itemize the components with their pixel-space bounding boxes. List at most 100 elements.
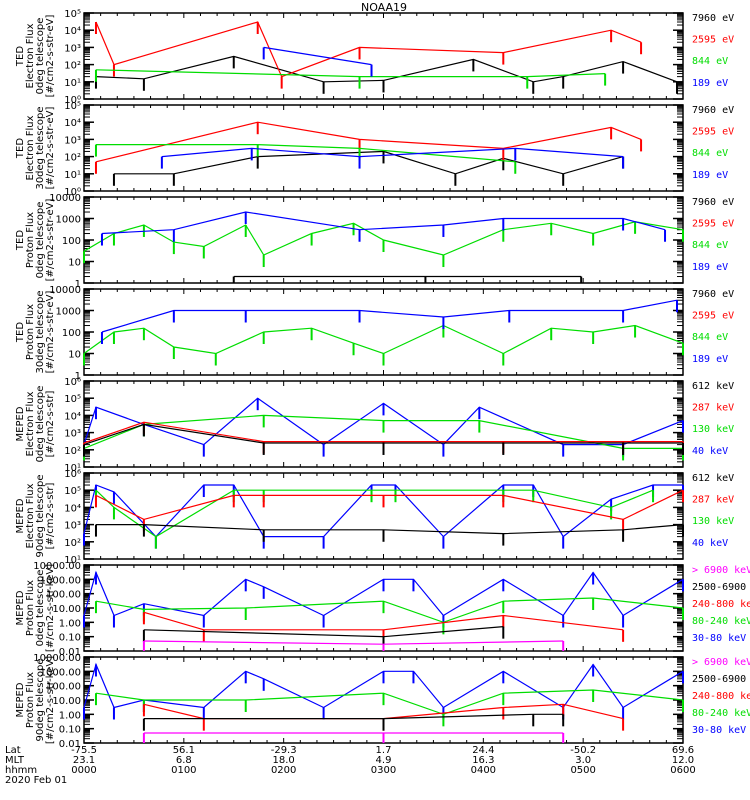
panel-2: 10⁰ 10¹ 10² 10³ 10⁴ 10⁵ TED Electron Flux 30deg … xyxy=(15,101,734,198)
y-axis-label-line: TED xyxy=(15,46,26,67)
legend-entry: 240-800 ke xyxy=(692,691,750,702)
legend-entry: 40 keV xyxy=(692,538,728,549)
series--6900-kev xyxy=(142,732,565,743)
y-axis-label-line: TED xyxy=(15,322,26,343)
x-tick-label: 12.0 xyxy=(672,755,694,766)
y-axis-label: MEPED Proton Flux 90deg telescope [#/cm2-s-… xyxy=(15,656,56,744)
y-axis-label-line: 90deg telescope xyxy=(35,658,46,741)
y-tick-label: 10000.00 xyxy=(33,653,81,664)
legend-entry: 189 eV xyxy=(692,354,728,365)
y-tick-label: 10² xyxy=(64,61,81,72)
y-tick-label: 10¹ xyxy=(64,463,81,474)
series-612-kev xyxy=(94,524,684,546)
y-axis-label-line: Electron Flux xyxy=(25,483,36,548)
series-line xyxy=(143,703,624,720)
y-tick-label: 10⁵ xyxy=(64,486,81,497)
series-line xyxy=(143,611,624,631)
panel-8: 0.010.101.0010.00100.001000.0010000.00ME… xyxy=(15,653,750,750)
y-axis-label-line: Proton Flux xyxy=(25,212,36,268)
y-tick-label: 10² xyxy=(64,153,81,164)
series-line xyxy=(101,211,666,235)
legend-entry: 2595 eV xyxy=(692,311,734,322)
y-axis-label-line: 0deg telescope xyxy=(35,386,46,463)
y-tick-label: 10¹ xyxy=(64,78,81,89)
y-tick-label: 10¹ xyxy=(64,170,81,181)
y-axis-label-line: [#/cm2-s-str-keV] xyxy=(45,564,56,652)
y-tick-label: 100 xyxy=(62,328,81,339)
series-line xyxy=(95,69,606,78)
x-tick-label: 0200 xyxy=(271,765,296,776)
series-844-ev xyxy=(83,324,684,366)
y-tick-label: 10.00 xyxy=(52,604,81,615)
legend-entry: 30-80 keV xyxy=(692,633,746,644)
y-axis-label-line: Proton Flux xyxy=(25,304,36,360)
y-tick-label: 1.00 xyxy=(59,618,81,629)
series-844-ev xyxy=(94,69,607,89)
series-189-ev xyxy=(100,211,667,246)
legend-entry: 130 keV xyxy=(692,424,734,435)
y-tick-label: 10⁴ xyxy=(64,411,81,422)
y-axis-label-line: [#/cm2-s-str-eV] xyxy=(45,291,56,374)
legend-entry: 189 eV xyxy=(692,170,728,181)
series-line xyxy=(161,147,624,158)
series-line xyxy=(96,144,516,163)
y-tick-label: 10 xyxy=(68,350,81,361)
y-axis-label-line: MEPED xyxy=(15,498,26,533)
x-row-label: hhmm xyxy=(5,765,37,776)
x-tick-label: 0300 xyxy=(371,765,396,776)
series-line xyxy=(143,640,564,645)
series-line xyxy=(143,713,564,720)
x-tick-label: 16.3 xyxy=(472,755,494,766)
legend-entry: 240-800 ke xyxy=(692,599,750,610)
series-line xyxy=(95,689,684,715)
y-axis-label: MEPED Proton Flux 0deg telescope [#/cm2-s-s… xyxy=(15,564,56,652)
series-line xyxy=(83,484,683,538)
y-axis-label: MEPED Electron Flux 90deg telescope [#/cm2-… xyxy=(15,474,56,557)
y-tick-label: 10³ xyxy=(64,43,81,54)
y-axis-label-line: 0deg telescope xyxy=(35,202,46,279)
legend-entry: 40 keV xyxy=(692,446,728,457)
series-line xyxy=(83,423,683,446)
y-tick-label: 10² xyxy=(64,446,81,457)
series-line xyxy=(83,570,684,617)
x-tick-label: 24.4 xyxy=(472,745,494,756)
series-line xyxy=(83,221,684,256)
series-189-ev xyxy=(262,46,373,77)
legend-entry: 80-240 keV xyxy=(692,708,750,719)
y-axis-label: TED Proton Flux 0deg telescope [#/cm2-s-str… xyxy=(15,199,56,282)
y-axis-label-line: 30deg telescope xyxy=(35,106,46,189)
series-line xyxy=(95,597,684,623)
y-tick-label: 10.00 xyxy=(52,696,81,707)
x-row-label: Lat xyxy=(5,745,21,756)
y-axis-label: MEPED Electron Flux 0deg telescope [#/cm2-s… xyxy=(15,386,56,463)
series-612-kev xyxy=(83,423,684,457)
y-tick-label: 10¹ xyxy=(64,555,81,566)
x-tick-label: 1.7 xyxy=(376,745,392,756)
legend-entry: 30-80 keV xyxy=(692,725,746,736)
y-tick-label: 10³ xyxy=(64,135,81,146)
y-axis-label: TED Proton Flux 30deg telescope [#/cm2-s-st… xyxy=(15,290,56,373)
x-tick-label: 0600 xyxy=(670,765,695,776)
legend-entry: > 6900 keV xyxy=(692,657,750,668)
y-tick-label: 1.00 xyxy=(59,710,81,721)
y-tick-label: 100 xyxy=(62,236,81,247)
legend-entry: 844 eV xyxy=(692,332,728,343)
legend-entry: 844 eV xyxy=(692,148,728,159)
legend-entry: 189 eV xyxy=(692,78,728,89)
y-tick-label: 10³ xyxy=(64,429,81,440)
series-844-ev xyxy=(83,221,684,268)
y-tick-label: 10⁴ xyxy=(64,503,81,514)
y-tick-label: 10000 xyxy=(49,193,81,204)
y-tick-label: 10⁵ xyxy=(64,394,81,405)
series-line xyxy=(96,524,684,535)
y-axis-label-line: 0deg telescope xyxy=(35,570,46,647)
y-tick-label: 1 xyxy=(75,371,81,382)
series-line xyxy=(263,46,372,66)
series-line xyxy=(95,489,654,538)
legend-entry: > 6900 keV xyxy=(692,565,750,576)
series-7960-ev xyxy=(94,55,679,94)
legend-entry: 130 keV xyxy=(692,516,734,527)
